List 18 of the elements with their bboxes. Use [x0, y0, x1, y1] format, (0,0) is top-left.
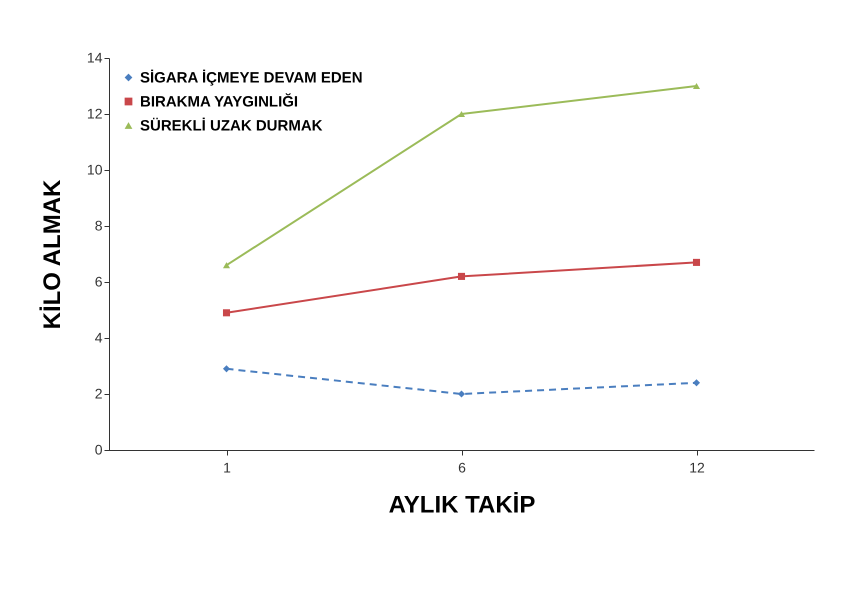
point: [222, 262, 230, 268]
x-tick-label: 12: [689, 460, 705, 476]
x-tick-label: 6: [458, 460, 466, 476]
y-tick-label: 2: [94, 386, 103, 402]
point: [458, 390, 466, 398]
y-tick-label: 12: [86, 106, 103, 122]
y-tick-label: 10: [86, 162, 103, 178]
y-tick-label: 4: [94, 330, 103, 346]
y-axis-title: KİLO ALMAK: [38, 178, 66, 330]
x-tick-label: 1: [223, 460, 232, 476]
y-tick-label: 8: [94, 218, 103, 234]
y-tick-label: 0: [94, 442, 103, 458]
legend-label: BIRAKMA YAYGINLIĞI: [140, 92, 298, 110]
y-tick-label: 14: [86, 50, 103, 66]
legend-label: SÜREKLİ UZAK DURMAK: [140, 118, 323, 134]
y-tick-label: 6: [94, 274, 103, 290]
legend-label: SİGARA İÇMEYE DEVAM EDEN: [140, 70, 363, 86]
x-axis-title: AYLIK TAKİP: [388, 492, 536, 518]
